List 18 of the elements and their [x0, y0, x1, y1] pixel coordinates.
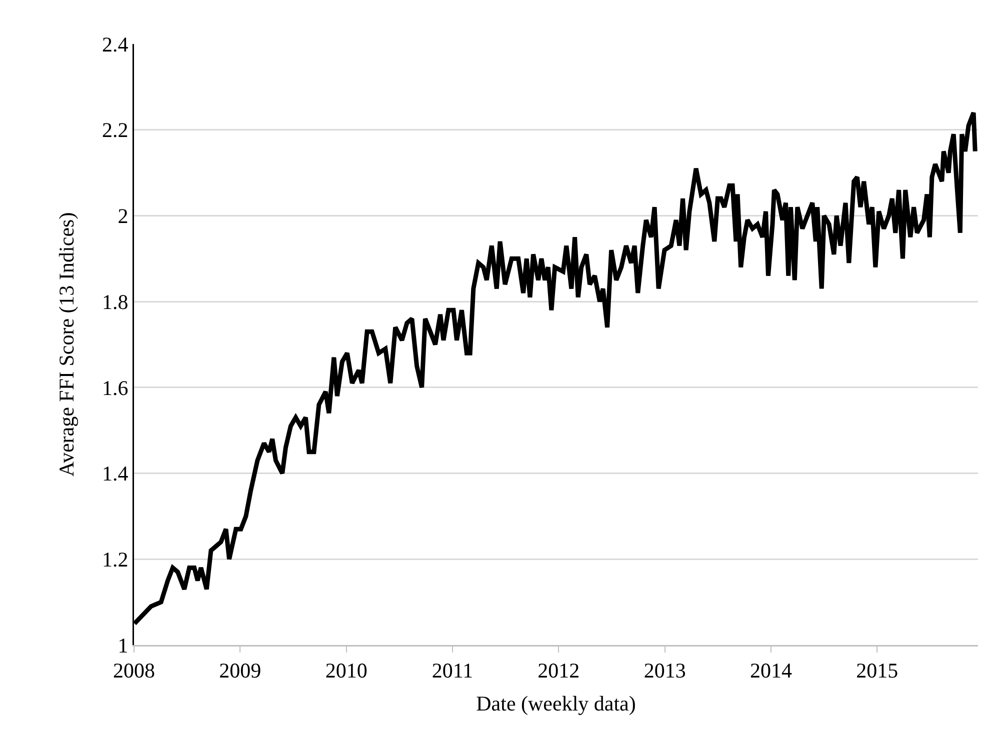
y-tick-label: 2.4: [102, 32, 129, 56]
y-tick-label: 1.6: [102, 376, 128, 400]
x-tick-label: 2014: [750, 658, 792, 683]
y-tick-label: 2.2: [102, 118, 128, 142]
y-axis-title: Average FFI Score (13 Indices): [54, 212, 78, 477]
x-tick-label: 2015: [856, 658, 898, 683]
y-tick-label: 1.8: [102, 290, 128, 314]
y-tick-label: 1.4: [102, 462, 129, 486]
x-tick-label: 2011: [432, 658, 474, 683]
y-tick-label: 1.2: [102, 547, 128, 572]
x-axis-title: Date (weekly data): [476, 692, 636, 716]
x-tick-label: 2013: [644, 658, 686, 683]
y-tick-label: 1: [118, 633, 128, 658]
y-tick-label: 2: [118, 204, 128, 228]
x-tick-label: 2012: [538, 658, 580, 683]
x-tick-label: 2010: [325, 658, 368, 683]
x-tick-label: 2009: [219, 658, 262, 683]
x-tick-label: 2008: [113, 658, 155, 683]
